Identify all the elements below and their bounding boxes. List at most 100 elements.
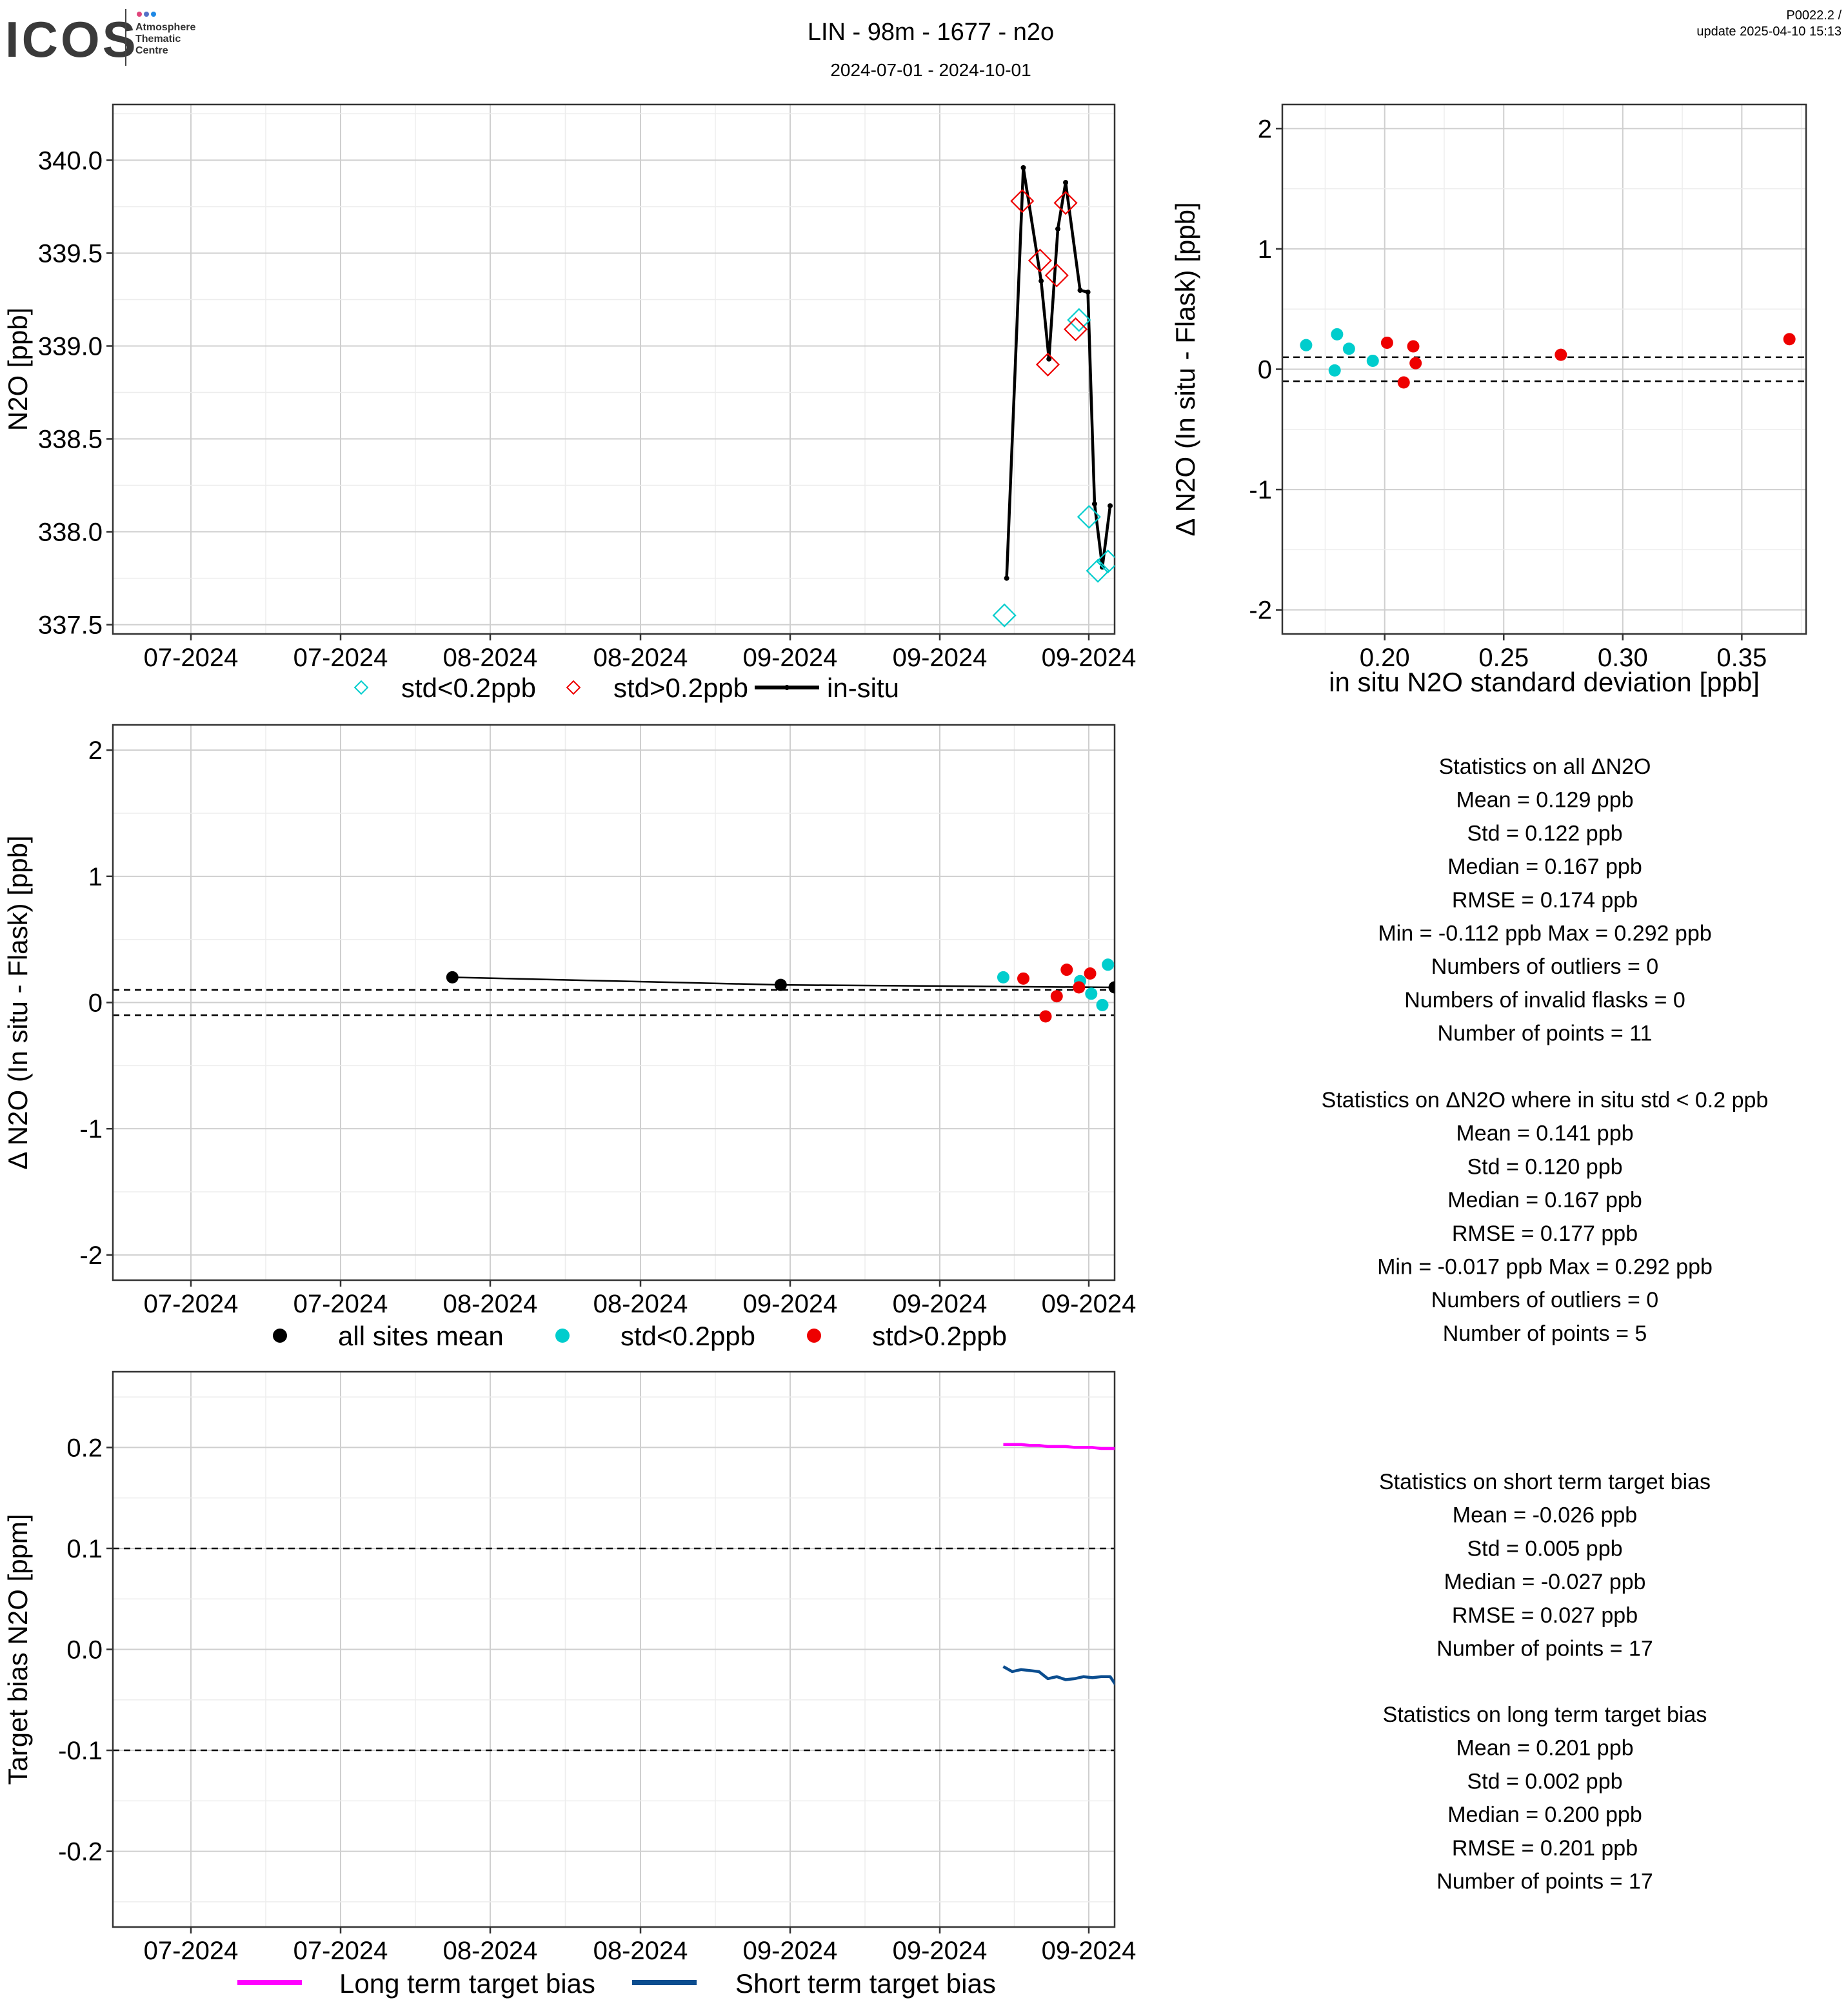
data-point xyxy=(1342,342,1355,355)
legend-swatch-icon xyxy=(807,1329,821,1343)
data-point-diamond xyxy=(1064,317,1088,342)
y-tick-label: 339.5 xyxy=(38,239,103,268)
y-tick-label: 338.5 xyxy=(38,426,103,454)
data-point xyxy=(1085,987,1098,1000)
data-point xyxy=(1050,990,1063,1003)
data-point-in-situ xyxy=(1046,356,1052,362)
plot-border xyxy=(112,103,1116,635)
stats-line: Statistics on short term target bias xyxy=(1379,1470,1711,1494)
legend-label: all sites mean xyxy=(338,1321,504,1351)
y-axis-label: N2O [ppb] xyxy=(3,308,33,431)
stats-line: Std = 0.120 ppb xyxy=(1467,1154,1622,1179)
data-point-in-situ xyxy=(1055,226,1060,232)
stats-line: Number of points = 11 xyxy=(1438,1022,1653,1046)
stats-line: Median = 0.200 ppb xyxy=(1447,1803,1642,1827)
data-point-in-situ xyxy=(1085,289,1091,295)
y-tick-label: 0.0 xyxy=(66,1636,103,1665)
y-tick-label: 0.1 xyxy=(66,1535,103,1563)
version-label: P0022.2 / xyxy=(1786,8,1842,23)
data-point xyxy=(1407,340,1420,353)
data-layer xyxy=(992,164,1115,628)
data-point xyxy=(1328,364,1341,377)
y-tick-label: 2 xyxy=(88,737,103,765)
x-tick-label: 09-2024 xyxy=(893,1937,988,1965)
update-label: update 2025-04-10 15:13 xyxy=(1696,25,1842,39)
x-tick-label: 07-2024 xyxy=(293,644,388,672)
y-tick-label: 0 xyxy=(88,989,103,1018)
x-tick-label: 09-2024 xyxy=(1042,1937,1137,1965)
data-layer xyxy=(1002,1443,1115,1686)
data-point-diamond xyxy=(1086,559,1110,583)
delta-vs-std-panel: -2 -1 0 1 2 0.20 0.25 0.30 0.35 Δ N2O (In situ - … xyxy=(1170,103,1807,697)
data-point-diamond xyxy=(1010,189,1035,213)
data-point-diamond xyxy=(1028,248,1052,273)
data-point xyxy=(1555,348,1567,361)
legend-swatch-icon xyxy=(755,685,819,690)
legend-label: std>0.2ppb xyxy=(872,1321,1007,1351)
x-tick-label: 0.25 xyxy=(1478,644,1529,672)
stats-line: Min = -0.017 ppb Max = 0.292 ppb xyxy=(1377,1255,1713,1280)
data-point-in-situ xyxy=(1077,288,1083,293)
y-tick-label: 339.0 xyxy=(38,332,103,361)
data-point xyxy=(1039,1010,1052,1023)
legend-swatch-icon xyxy=(555,1329,570,1343)
data-point xyxy=(1409,357,1422,370)
x-tick-label: 09-2024 xyxy=(1042,1290,1137,1318)
legend-label: in-situ xyxy=(827,673,899,703)
y-axis-label: Target bias N2O [ppm] xyxy=(3,1514,33,1785)
legend-label: Long term target bias xyxy=(339,1968,595,1999)
data-point xyxy=(1397,376,1410,389)
legend-label: std<0.2ppb xyxy=(621,1321,755,1351)
stats-line: RMSE = 0.027 ppb xyxy=(1452,1603,1638,1628)
plot-area xyxy=(113,104,1115,634)
stats-line: Std = 0.122 ppb xyxy=(1467,821,1622,845)
data-point-in-situ xyxy=(1004,575,1009,581)
stats-line: Number of points = 17 xyxy=(1436,1870,1653,1894)
data-point xyxy=(1084,967,1097,980)
stats-line: Median = -0.027 ppb xyxy=(1444,1570,1646,1594)
logo-dot-icon xyxy=(137,12,142,17)
stats-line: Numbers of outliers = 0 xyxy=(1431,954,1658,979)
x-tick-label: 07-2024 xyxy=(144,644,239,672)
data-point-diamond xyxy=(1077,504,1101,529)
data-point xyxy=(1300,339,1313,351)
x-tick-label: 08-2024 xyxy=(443,1290,538,1318)
x-tick-label: 09-2024 xyxy=(743,1290,838,1318)
stats-line: Numbers of invalid flasks = 0 xyxy=(1404,988,1685,1013)
x-tick-label: 0.20 xyxy=(1360,644,1410,672)
data-point xyxy=(1096,998,1109,1011)
x-tick-label: 0.30 xyxy=(1598,644,1648,672)
stats-line: RMSE = 0.177 ppb xyxy=(1452,1221,1638,1246)
data-point xyxy=(1017,972,1030,985)
data-point-in-situ xyxy=(1038,278,1044,284)
legend-swatch-icon xyxy=(566,680,581,695)
logo-text: ICOS xyxy=(5,11,139,68)
data-point-diamond xyxy=(1035,352,1060,377)
legend-label: Short term target bias xyxy=(735,1968,996,1999)
logo-dot-icon xyxy=(151,12,156,17)
y-tick-label: -0.2 xyxy=(58,1838,103,1866)
data-point-diamond xyxy=(1096,549,1115,574)
legend-target-bias: Long term target bias Short term target … xyxy=(237,1968,996,1999)
data-point-in-situ xyxy=(1063,179,1069,185)
x-tick-label: 08-2024 xyxy=(593,644,688,672)
legend-swatch-icon xyxy=(353,680,369,695)
y-axis-label: Δ N2O (In situ - Flask) [ppb] xyxy=(1170,202,1200,536)
y-tick-label: 0 xyxy=(1258,356,1272,384)
x-tick-label: 07-2024 xyxy=(144,1290,239,1318)
logo-sub-3: Centre xyxy=(135,45,168,56)
x-tick-label: 09-2024 xyxy=(893,1290,988,1318)
stats-line: Statistics on ΔN2O where in situ std < 0… xyxy=(1322,1088,1769,1112)
stats-line: RMSE = 0.201 ppb xyxy=(1452,1836,1638,1861)
legend-label: std>0.2ppb xyxy=(613,673,748,703)
data-point xyxy=(1380,336,1393,349)
data-point xyxy=(446,971,459,984)
x-tick-label: 0.35 xyxy=(1716,644,1767,672)
x-tick-label: 09-2024 xyxy=(743,1937,838,1965)
data-point-in-situ xyxy=(1091,501,1097,507)
stats-line: Median = 0.167 ppb xyxy=(1447,855,1642,879)
stats-line: RMSE = 0.174 ppb xyxy=(1452,888,1638,913)
x-tick-label: 08-2024 xyxy=(443,644,538,672)
x-axis-label: in situ N2O standard deviation [ppb] xyxy=(1329,667,1760,697)
data-point-diamond xyxy=(1067,308,1091,332)
